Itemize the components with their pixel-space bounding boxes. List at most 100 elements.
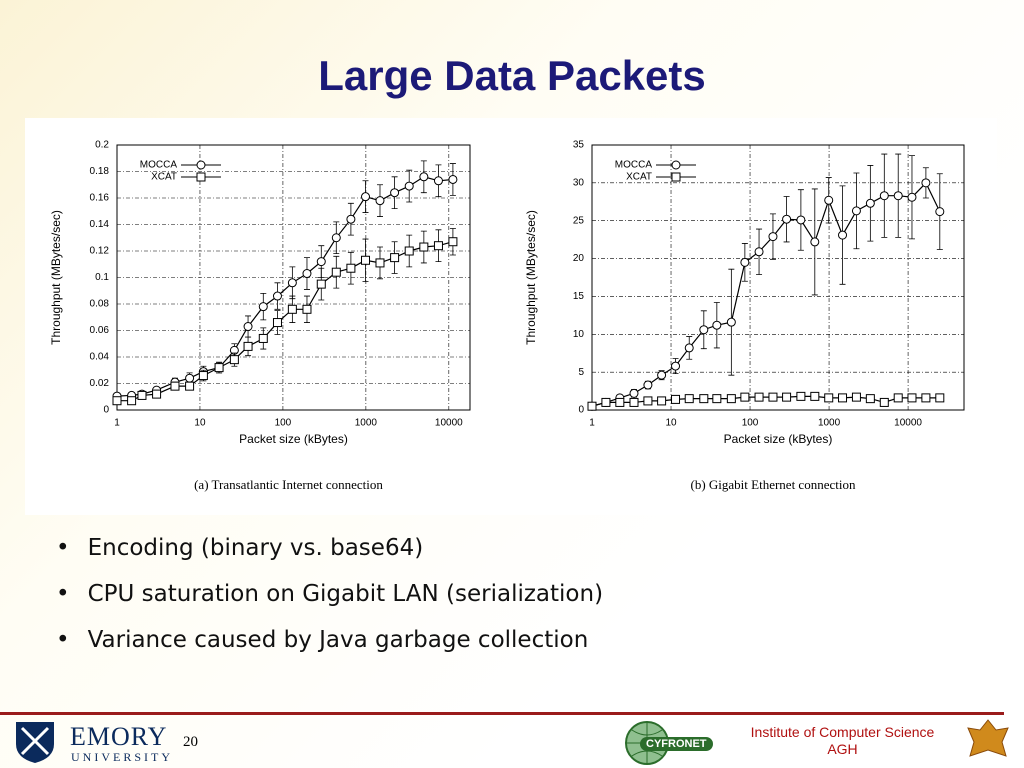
marker bbox=[935, 393, 945, 403]
marker bbox=[657, 370, 667, 380]
marker bbox=[258, 333, 268, 343]
marker bbox=[629, 388, 639, 398]
marker bbox=[740, 392, 750, 402]
y-tick-label: 0.06 bbox=[90, 325, 110, 336]
marker bbox=[879, 397, 889, 407]
marker bbox=[643, 396, 653, 406]
marker bbox=[316, 257, 326, 267]
x-tick-label: 100 bbox=[275, 418, 292, 429]
marker bbox=[112, 396, 122, 406]
marker bbox=[185, 373, 195, 383]
x-tick-label: 1000 bbox=[818, 418, 841, 429]
x-tick-label: 1 bbox=[114, 418, 120, 429]
marker bbox=[712, 394, 722, 404]
marker bbox=[243, 322, 253, 332]
marker bbox=[127, 396, 137, 406]
marker bbox=[346, 214, 356, 224]
marker bbox=[699, 325, 709, 335]
x-tick-label: 100 bbox=[742, 418, 759, 429]
marker bbox=[331, 267, 341, 277]
institute-name: Institute of Computer Science bbox=[750, 724, 935, 740]
marker bbox=[824, 195, 834, 205]
marker bbox=[865, 394, 875, 404]
x-tick-label: 1000 bbox=[355, 418, 378, 429]
marker bbox=[433, 176, 443, 186]
slide-title: Large Data Packets bbox=[318, 52, 706, 99]
marker bbox=[921, 393, 931, 403]
marker bbox=[684, 343, 694, 353]
y-tick-label: 20 bbox=[573, 253, 585, 264]
marker bbox=[907, 393, 917, 403]
x-axis-label: Packet size (kBytes) bbox=[239, 432, 348, 446]
y-tick-label: 35 bbox=[573, 140, 585, 151]
y-tick-label: 0.12 bbox=[90, 246, 110, 257]
marker bbox=[726, 394, 736, 404]
x-tick-label: 10 bbox=[194, 418, 206, 429]
y-tick-label: 0 bbox=[578, 405, 584, 416]
marker bbox=[196, 172, 206, 182]
page-number: 20 bbox=[183, 734, 198, 750]
bullet: CPU saturation on Gigabit LAN (serializa… bbox=[50, 576, 603, 622]
marker bbox=[433, 241, 443, 251]
marker bbox=[404, 181, 414, 191]
marker bbox=[258, 302, 268, 312]
marker bbox=[587, 401, 597, 411]
marker bbox=[712, 320, 722, 330]
bullet: Encoding (binary vs. base64) bbox=[50, 530, 603, 576]
agh-emblem bbox=[967, 719, 1009, 757]
marker bbox=[331, 233, 341, 243]
marker bbox=[643, 380, 653, 390]
marker bbox=[796, 391, 806, 401]
y-tick-label: 0.08 bbox=[90, 299, 110, 310]
marker bbox=[390, 253, 400, 263]
bullet-list: Encoding (binary vs. base64) CPU saturat… bbox=[50, 530, 603, 668]
y-tick-label: 0.04 bbox=[90, 352, 110, 363]
marker bbox=[879, 191, 889, 201]
y-tick-label: 0.16 bbox=[90, 193, 110, 204]
legend-label: XCAT bbox=[626, 172, 652, 183]
marker bbox=[287, 278, 297, 288]
x-tick-label: 1 bbox=[589, 418, 595, 429]
y-axis-label: Throughput (MBytes/sec) bbox=[49, 210, 63, 345]
caption: (b) Gigabit Ethernet connection bbox=[691, 477, 856, 492]
marker bbox=[684, 394, 694, 404]
marker bbox=[419, 172, 429, 182]
marker bbox=[671, 361, 681, 371]
marker bbox=[390, 188, 400, 198]
marker bbox=[419, 242, 429, 252]
emory-shield bbox=[16, 722, 54, 763]
x-axis-label: Packet size (kBytes) bbox=[724, 432, 833, 446]
x-tick-label: 10000 bbox=[894, 418, 922, 429]
marker bbox=[375, 196, 385, 206]
y-tick-label: 25 bbox=[573, 215, 585, 226]
footer-rule bbox=[0, 712, 1004, 715]
marker bbox=[893, 191, 903, 201]
y-tick-label: 0.1 bbox=[95, 272, 109, 283]
marker bbox=[170, 381, 180, 391]
marker bbox=[615, 397, 625, 407]
series-line bbox=[117, 241, 454, 402]
marker bbox=[448, 237, 458, 247]
marker bbox=[448, 174, 458, 184]
legend-label: MOCCA bbox=[615, 160, 653, 171]
marker bbox=[243, 341, 253, 351]
y-tick-label: 0 bbox=[103, 405, 109, 416]
marker bbox=[838, 393, 848, 403]
legend-label: XCAT bbox=[151, 172, 177, 183]
marker bbox=[796, 215, 806, 225]
logo-text: CYFRONET bbox=[640, 737, 713, 751]
marker bbox=[768, 392, 778, 402]
marker bbox=[921, 178, 931, 188]
institute-sub: AGH bbox=[827, 741, 858, 757]
marker bbox=[346, 263, 356, 273]
marker bbox=[699, 394, 709, 404]
y-tick-label: 15 bbox=[573, 291, 585, 302]
marker bbox=[810, 391, 820, 401]
marker bbox=[810, 237, 820, 247]
marker bbox=[893, 393, 903, 403]
marker bbox=[214, 363, 224, 373]
marker bbox=[361, 192, 371, 202]
y-tick-label: 0.2 bbox=[95, 140, 109, 151]
